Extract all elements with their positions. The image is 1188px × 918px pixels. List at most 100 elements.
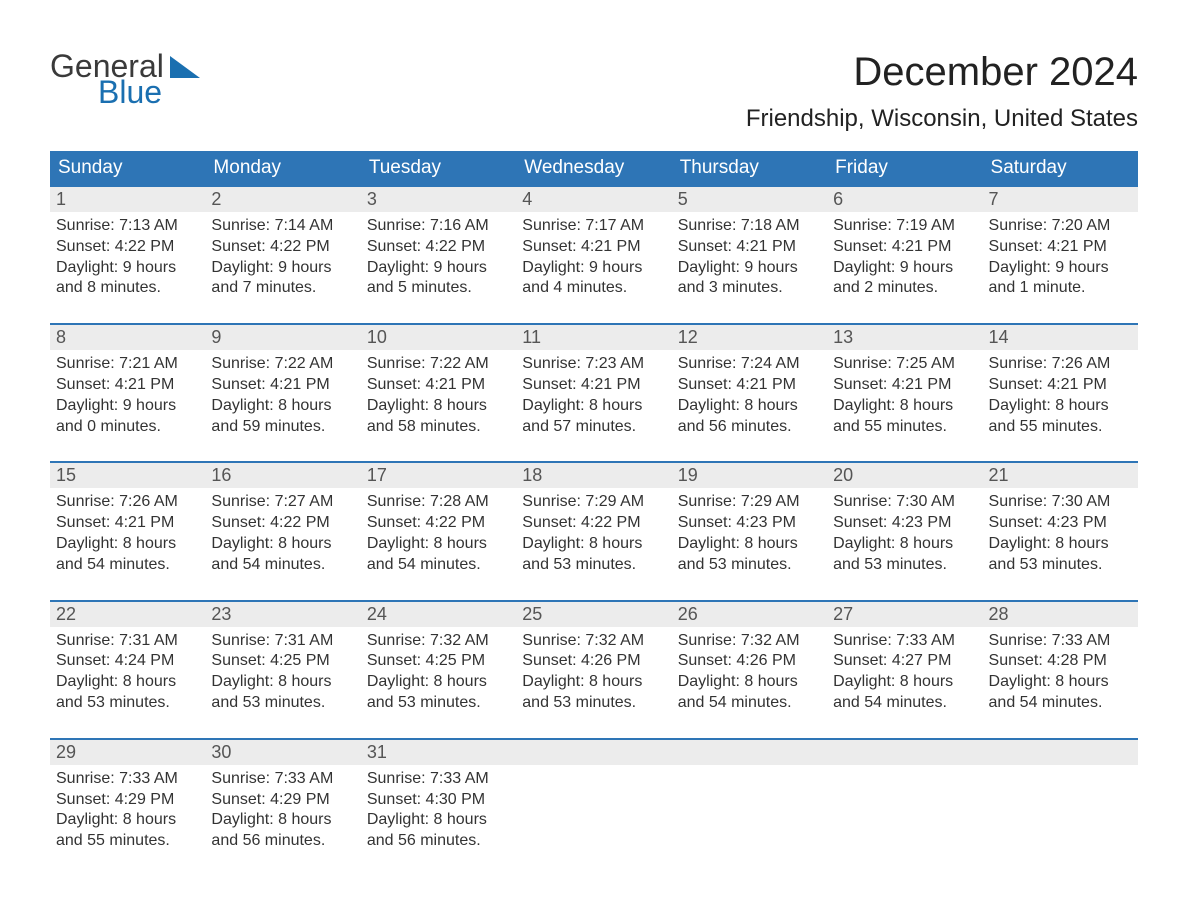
day-line: Sunrise: 7:31 AM bbox=[211, 631, 354, 652]
day-number: 11 bbox=[516, 325, 671, 350]
day-line: and 7 minutes. bbox=[211, 278, 354, 299]
day-line: and 53 minutes. bbox=[522, 555, 665, 576]
calendar-header-cell: Friday bbox=[827, 151, 982, 185]
page-title: December 2024 bbox=[746, 50, 1138, 95]
day-line: Daylight: 8 hours bbox=[211, 534, 354, 555]
calendar-week: 22Sunrise: 7:31 AMSunset: 4:24 PMDayligh… bbox=[50, 600, 1138, 720]
calendar-header-cell: Tuesday bbox=[361, 151, 516, 185]
day-number: 6 bbox=[827, 187, 982, 212]
day-body: Sunrise: 7:33 AMSunset: 4:29 PMDaylight:… bbox=[50, 765, 205, 858]
day-body: Sunrise: 7:33 AMSunset: 4:29 PMDaylight:… bbox=[205, 765, 360, 858]
day-line: Daylight: 8 hours bbox=[56, 672, 199, 693]
day-number: 30 bbox=[205, 740, 360, 765]
day-line: Sunset: 4:25 PM bbox=[367, 651, 510, 672]
day-line: Sunset: 4:21 PM bbox=[678, 375, 821, 396]
day-body: Sunrise: 7:29 AMSunset: 4:23 PMDaylight:… bbox=[672, 488, 827, 581]
calendar-day: 29Sunrise: 7:33 AMSunset: 4:29 PMDayligh… bbox=[50, 740, 205, 858]
day-line: Sunrise: 7:29 AM bbox=[522, 492, 665, 513]
calendar-day: 31Sunrise: 7:33 AMSunset: 4:30 PMDayligh… bbox=[361, 740, 516, 858]
day-line: Daylight: 9 hours bbox=[367, 258, 510, 279]
day-line: Sunset: 4:29 PM bbox=[211, 790, 354, 811]
day-line: Sunset: 4:21 PM bbox=[522, 237, 665, 258]
day-line: Sunset: 4:22 PM bbox=[367, 513, 510, 534]
day-line: Sunset: 4:26 PM bbox=[522, 651, 665, 672]
day-line: Sunrise: 7:21 AM bbox=[56, 354, 199, 375]
day-number: 23 bbox=[205, 602, 360, 627]
calendar-day: 2Sunrise: 7:14 AMSunset: 4:22 PMDaylight… bbox=[205, 187, 360, 305]
day-number: 18 bbox=[516, 463, 671, 488]
day-line: and 53 minutes. bbox=[833, 555, 976, 576]
calendar-day: 24Sunrise: 7:32 AMSunset: 4:25 PMDayligh… bbox=[361, 602, 516, 720]
day-line: Daylight: 8 hours bbox=[989, 396, 1132, 417]
day-line: Sunset: 4:21 PM bbox=[211, 375, 354, 396]
day-number: 13 bbox=[827, 325, 982, 350]
day-number: 15 bbox=[50, 463, 205, 488]
day-line: Sunrise: 7:33 AM bbox=[989, 631, 1132, 652]
day-line: and 55 minutes. bbox=[56, 831, 199, 852]
calendar-day: 17Sunrise: 7:28 AMSunset: 4:22 PMDayligh… bbox=[361, 463, 516, 581]
day-line: Daylight: 8 hours bbox=[211, 396, 354, 417]
day-line: Sunset: 4:21 PM bbox=[678, 237, 821, 258]
day-line: and 54 minutes. bbox=[56, 555, 199, 576]
calendar-day: 22Sunrise: 7:31 AMSunset: 4:24 PMDayligh… bbox=[50, 602, 205, 720]
day-line: Sunset: 4:21 PM bbox=[833, 375, 976, 396]
day-line: Daylight: 9 hours bbox=[56, 396, 199, 417]
day-line: Sunrise: 7:33 AM bbox=[833, 631, 976, 652]
calendar-day: 20Sunrise: 7:30 AMSunset: 4:23 PMDayligh… bbox=[827, 463, 982, 581]
day-line: and 56 minutes. bbox=[367, 831, 510, 852]
calendar-day: 15Sunrise: 7:26 AMSunset: 4:21 PMDayligh… bbox=[50, 463, 205, 581]
day-line: Daylight: 8 hours bbox=[522, 396, 665, 417]
day-line: and 53 minutes. bbox=[678, 555, 821, 576]
day-line: and 56 minutes. bbox=[678, 417, 821, 438]
day-line: and 8 minutes. bbox=[56, 278, 199, 299]
day-line: Daylight: 8 hours bbox=[211, 810, 354, 831]
day-line: Sunrise: 7:22 AM bbox=[211, 354, 354, 375]
day-line: and 1 minute. bbox=[989, 278, 1132, 299]
day-number: 8 bbox=[50, 325, 205, 350]
day-number bbox=[983, 740, 1138, 765]
day-number: 14 bbox=[983, 325, 1138, 350]
day-line: Sunset: 4:21 PM bbox=[989, 375, 1132, 396]
day-line: Sunrise: 7:32 AM bbox=[367, 631, 510, 652]
day-body: Sunrise: 7:26 AMSunset: 4:21 PMDaylight:… bbox=[50, 488, 205, 581]
day-line: and 54 minutes. bbox=[678, 693, 821, 714]
day-line: Sunrise: 7:27 AM bbox=[211, 492, 354, 513]
day-line: Daylight: 9 hours bbox=[211, 258, 354, 279]
day-line: Sunrise: 7:22 AM bbox=[367, 354, 510, 375]
day-line: Sunrise: 7:32 AM bbox=[678, 631, 821, 652]
day-number: 10 bbox=[361, 325, 516, 350]
calendar-week: 15Sunrise: 7:26 AMSunset: 4:21 PMDayligh… bbox=[50, 461, 1138, 581]
calendar-day: 11Sunrise: 7:23 AMSunset: 4:21 PMDayligh… bbox=[516, 325, 671, 443]
day-number: 16 bbox=[205, 463, 360, 488]
day-line: and 54 minutes. bbox=[367, 555, 510, 576]
day-line: and 58 minutes. bbox=[367, 417, 510, 438]
day-line: Daylight: 9 hours bbox=[522, 258, 665, 279]
calendar-day: 19Sunrise: 7:29 AMSunset: 4:23 PMDayligh… bbox=[672, 463, 827, 581]
day-line: Sunrise: 7:25 AM bbox=[833, 354, 976, 375]
day-body: Sunrise: 7:18 AMSunset: 4:21 PMDaylight:… bbox=[672, 212, 827, 305]
day-line: Sunrise: 7:19 AM bbox=[833, 216, 976, 237]
calendar-day: 23Sunrise: 7:31 AMSunset: 4:25 PMDayligh… bbox=[205, 602, 360, 720]
day-body: Sunrise: 7:25 AMSunset: 4:21 PMDaylight:… bbox=[827, 350, 982, 443]
day-line: and 56 minutes. bbox=[211, 831, 354, 852]
day-line: Sunset: 4:23 PM bbox=[833, 513, 976, 534]
day-line: Daylight: 8 hours bbox=[678, 396, 821, 417]
day-line: Daylight: 8 hours bbox=[56, 534, 199, 555]
day-line: Sunset: 4:22 PM bbox=[522, 513, 665, 534]
day-body: Sunrise: 7:33 AMSunset: 4:27 PMDaylight:… bbox=[827, 627, 982, 720]
calendar-day: 21Sunrise: 7:30 AMSunset: 4:23 PMDayligh… bbox=[983, 463, 1138, 581]
calendar-header-cell: Saturday bbox=[983, 151, 1138, 185]
day-line: Daylight: 9 hours bbox=[56, 258, 199, 279]
day-line: Sunrise: 7:20 AM bbox=[989, 216, 1132, 237]
day-number: 25 bbox=[516, 602, 671, 627]
day-body: Sunrise: 7:21 AMSunset: 4:21 PMDaylight:… bbox=[50, 350, 205, 443]
day-number: 26 bbox=[672, 602, 827, 627]
day-line: Daylight: 8 hours bbox=[833, 534, 976, 555]
calendar-header-cell: Sunday bbox=[50, 151, 205, 185]
calendar-day: 6Sunrise: 7:19 AMSunset: 4:21 PMDaylight… bbox=[827, 187, 982, 305]
day-number: 24 bbox=[361, 602, 516, 627]
day-line: and 53 minutes. bbox=[211, 693, 354, 714]
day-line: and 53 minutes. bbox=[56, 693, 199, 714]
calendar-day: 12Sunrise: 7:24 AMSunset: 4:21 PMDayligh… bbox=[672, 325, 827, 443]
day-line: and 54 minutes. bbox=[833, 693, 976, 714]
